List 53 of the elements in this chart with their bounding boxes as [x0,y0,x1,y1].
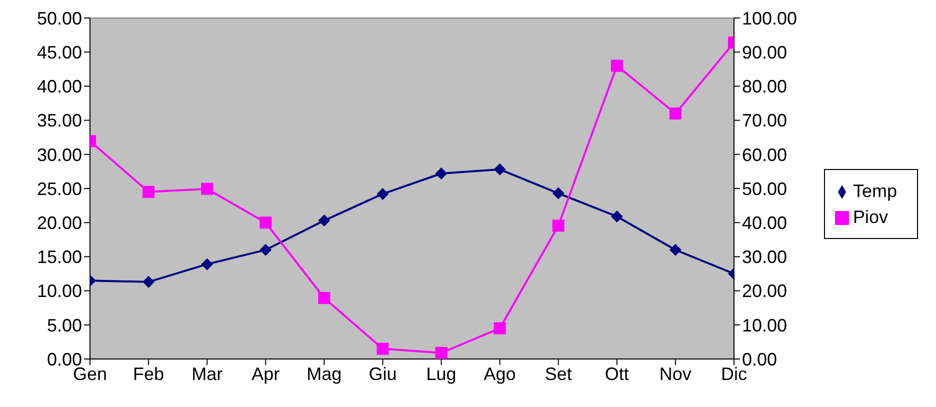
point [201,182,214,195]
y2-tick-label: 60.00 [742,144,788,165]
x-tick-label: Mar [192,364,223,384]
legend-label: Temp [852,180,897,200]
point [142,186,155,198]
y2-tick-label: 40.00 [742,212,788,233]
x-tick-label: Mag [306,364,342,384]
y2-tick-label: 100.00 [742,8,798,28]
y2-tick-label: 90.00 [742,42,788,62]
y-tick-label: 10.00 [36,281,82,302]
y2-tick-label: 50.00 [742,178,788,199]
y-tick-label: 40.00 [36,76,82,97]
x-tick-label: Ago [484,364,516,384]
y2-tick-label: 80.00 [742,76,788,97]
y2-tick-label: 30.00 [742,247,788,268]
point [142,276,155,288]
y-tick-label: 45.00 [36,42,82,62]
x-tick-label: Apr [252,364,280,384]
legend-label: Piov [852,206,888,226]
y-tick-label: 35.00 [36,110,82,131]
point [260,216,272,229]
x-tick-label: Nov [659,364,692,384]
point [552,187,564,200]
y-tick-label: 5.00 [46,315,82,336]
y2-tick-label: 70.00 [742,110,788,131]
point [610,60,623,72]
point [435,167,448,180]
y-tick-label: 30.00 [36,144,82,165]
point [376,188,389,200]
y2-tick-label: 10.00 [742,315,788,336]
point [376,342,389,355]
point [552,220,564,232]
x-tick-label: Set [544,364,572,384]
point [435,346,448,359]
point [260,244,272,256]
point [201,258,214,270]
point [669,244,682,256]
y-tick-label: 25.00 [36,178,82,199]
y2-tick-label: 0.00 [742,349,778,370]
y-tick-label: 20.00 [36,212,82,233]
point [494,163,506,176]
y-tick-label: 50.00 [36,8,82,28]
y-tick-label: 15.00 [36,247,82,268]
point [494,322,506,334]
x-tick-label: Lug [426,364,456,384]
x-tick-label: Ott [604,364,629,384]
point [669,107,682,120]
point [318,292,330,304]
x-tick-label: Feb [133,364,164,384]
y2-tick-label: 20.00 [742,281,788,302]
point [610,210,623,222]
point [318,214,330,227]
x-tick-label: Giu [368,364,397,384]
